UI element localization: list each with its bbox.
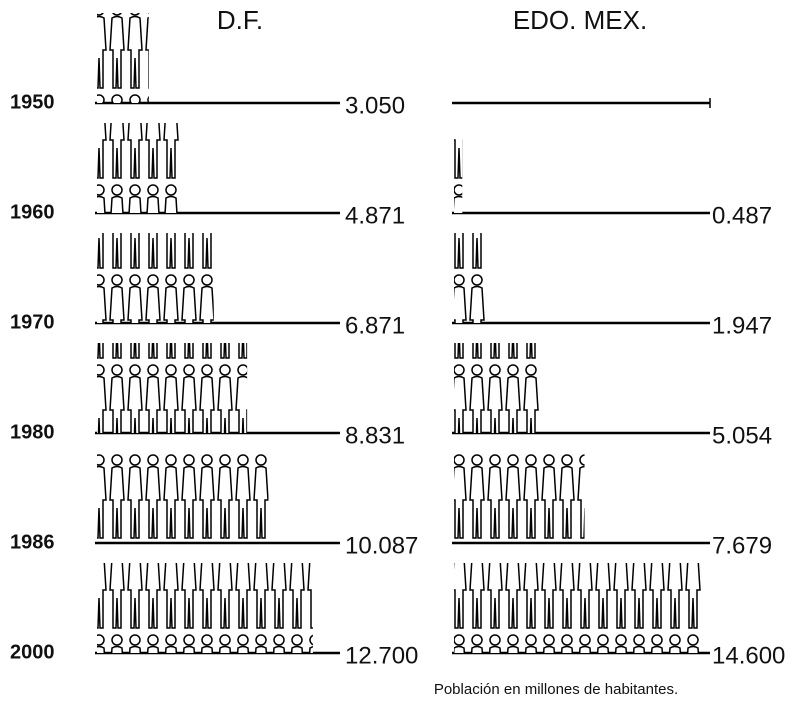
value-label: 14.600: [712, 642, 785, 669]
series-header: D.F.: [217, 5, 263, 35]
people-group: [97, 13, 149, 103]
value-label: 4.871: [345, 202, 405, 229]
value-label: 0.487: [712, 202, 772, 229]
people-group: [97, 233, 214, 323]
year-label: 1970: [10, 311, 55, 333]
chart: Población en millones de habitantes. D.F…: [0, 0, 802, 704]
year-label: 1960: [10, 201, 55, 223]
people-group: [454, 343, 540, 433]
people-group: [454, 453, 585, 543]
people-group: [454, 233, 487, 323]
year-label: 1980: [10, 421, 55, 443]
year-label: 1986: [10, 531, 55, 553]
people-group: [454, 563, 702, 653]
people-group: [97, 563, 313, 653]
note: Población en millones de habitantes.: [434, 681, 678, 698]
page: Población en millones de habitantes. D.F…: [0, 0, 802, 704]
value-label: 5.054: [712, 422, 772, 449]
value-label: 10.087: [345, 532, 418, 559]
year-label: 1950: [10, 91, 55, 113]
people-group: [97, 123, 180, 213]
value-label: 12.700: [345, 642, 418, 669]
value-label: 7.679: [712, 532, 772, 559]
people-group: [97, 453, 268, 543]
people-group: [454, 123, 462, 213]
value-label: 1.947: [712, 312, 772, 339]
series-header: EDO. MEX.: [513, 5, 647, 35]
people-group: [97, 343, 247, 433]
value-label: 6.871: [345, 312, 405, 339]
year-label: 2000: [10, 641, 55, 663]
value-label: 8.831: [345, 422, 405, 449]
value-label: 3.050: [345, 92, 405, 119]
